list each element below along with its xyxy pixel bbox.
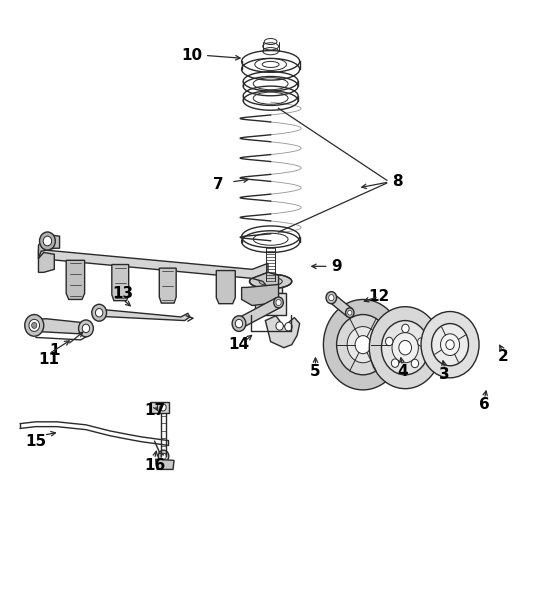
Circle shape xyxy=(399,340,412,355)
Circle shape xyxy=(329,295,334,301)
Polygon shape xyxy=(39,235,59,258)
Circle shape xyxy=(82,324,90,332)
Text: 17: 17 xyxy=(144,403,165,419)
Circle shape xyxy=(232,316,246,331)
Circle shape xyxy=(431,324,468,366)
Circle shape xyxy=(446,340,455,349)
Circle shape xyxy=(285,323,292,331)
Circle shape xyxy=(382,321,429,375)
Circle shape xyxy=(92,304,107,321)
Polygon shape xyxy=(217,271,235,304)
Polygon shape xyxy=(155,459,174,469)
Text: 8: 8 xyxy=(392,175,403,189)
Text: 7: 7 xyxy=(213,177,223,192)
Circle shape xyxy=(25,315,44,336)
Circle shape xyxy=(369,307,441,389)
Circle shape xyxy=(392,332,419,363)
Circle shape xyxy=(385,337,393,346)
Polygon shape xyxy=(39,252,54,273)
Circle shape xyxy=(391,359,399,367)
Polygon shape xyxy=(255,293,286,315)
Polygon shape xyxy=(259,282,282,293)
Circle shape xyxy=(355,335,371,354)
Text: 3: 3 xyxy=(440,367,450,382)
Circle shape xyxy=(158,450,169,462)
Text: 1: 1 xyxy=(49,343,59,358)
Text: 11: 11 xyxy=(39,352,59,367)
Polygon shape xyxy=(112,265,129,301)
Circle shape xyxy=(326,291,337,304)
Circle shape xyxy=(337,315,389,375)
Text: 2: 2 xyxy=(497,349,508,364)
Text: 16: 16 xyxy=(144,458,165,473)
Text: 13: 13 xyxy=(113,286,133,301)
Circle shape xyxy=(29,320,40,331)
Text: 12: 12 xyxy=(368,289,390,304)
Text: 10: 10 xyxy=(181,48,202,63)
Circle shape xyxy=(276,322,284,330)
Text: 14: 14 xyxy=(228,337,250,352)
Circle shape xyxy=(32,323,37,328)
Circle shape xyxy=(43,236,51,246)
Polygon shape xyxy=(150,402,169,413)
Text: 9: 9 xyxy=(331,259,342,274)
Polygon shape xyxy=(39,249,268,279)
Circle shape xyxy=(95,309,103,317)
Polygon shape xyxy=(237,298,280,329)
Circle shape xyxy=(346,308,354,318)
Circle shape xyxy=(160,404,166,411)
Circle shape xyxy=(421,312,479,378)
Circle shape xyxy=(402,324,409,332)
Circle shape xyxy=(276,299,281,306)
Circle shape xyxy=(235,320,243,327)
Circle shape xyxy=(161,453,166,459)
Circle shape xyxy=(348,310,352,315)
Circle shape xyxy=(40,232,55,250)
Ellipse shape xyxy=(250,274,292,288)
Circle shape xyxy=(347,327,379,363)
Text: 15: 15 xyxy=(25,434,47,448)
Circle shape xyxy=(79,320,93,337)
Circle shape xyxy=(323,299,403,390)
Circle shape xyxy=(274,297,284,308)
Polygon shape xyxy=(329,294,352,316)
Circle shape xyxy=(418,338,425,346)
Polygon shape xyxy=(98,309,190,321)
Polygon shape xyxy=(252,273,279,287)
Text: 4: 4 xyxy=(397,364,408,379)
Text: 5: 5 xyxy=(310,364,321,379)
Polygon shape xyxy=(265,316,300,348)
Circle shape xyxy=(441,334,459,356)
Text: 6: 6 xyxy=(479,397,490,412)
Polygon shape xyxy=(159,268,176,303)
Polygon shape xyxy=(33,319,86,334)
Circle shape xyxy=(411,359,419,368)
Polygon shape xyxy=(242,284,279,306)
Polygon shape xyxy=(66,260,85,299)
